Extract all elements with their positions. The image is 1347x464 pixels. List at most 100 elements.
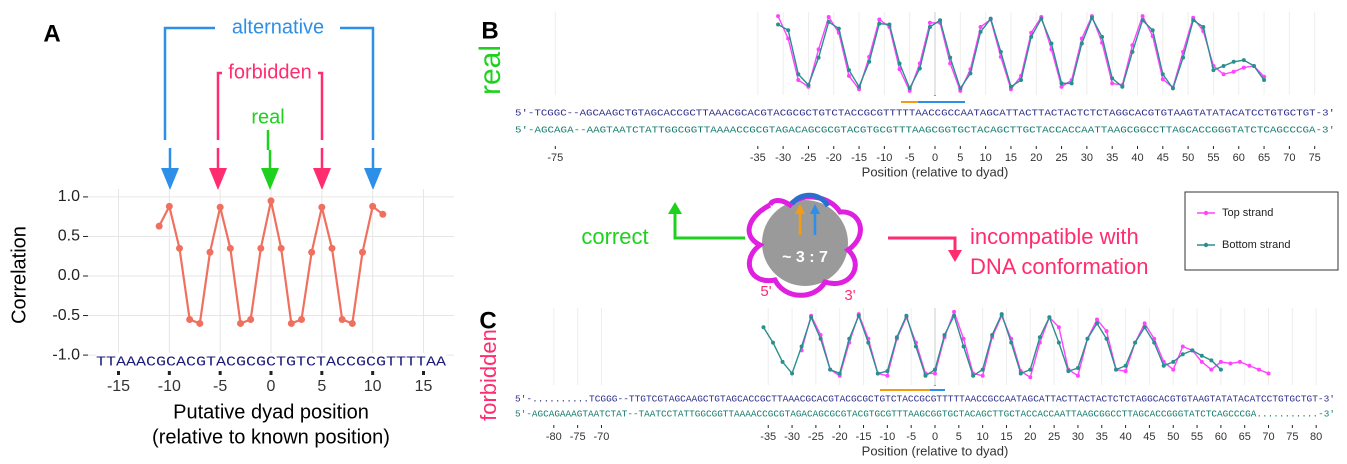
x-tick-label: 75 <box>1309 152 1321 164</box>
annotation-arrows <box>163 26 375 170</box>
data-point <box>1066 369 1071 374</box>
x-tick-label: -5 <box>905 152 915 164</box>
data-point <box>857 84 862 89</box>
data-point <box>1110 76 1115 81</box>
data-point <box>1160 77 1165 82</box>
data-point <box>885 373 890 378</box>
x-tick-label: 10 <box>980 152 992 164</box>
x-tick-label: 40 <box>1131 152 1143 164</box>
legend-label: Bottom strand <box>1222 239 1290 251</box>
y-tick-label: 0.5 <box>58 228 80 245</box>
data-point <box>1095 321 1099 326</box>
x-tick-label: 55 <box>1191 431 1203 443</box>
arrow-head <box>161 168 179 190</box>
data-point <box>1160 72 1165 77</box>
data-point <box>796 78 801 83</box>
x-tick-label: 30 <box>1081 152 1093 164</box>
data-point <box>796 72 801 77</box>
x-tick-label: 0 <box>932 152 938 164</box>
y-tick-label: -0.5 <box>52 307 80 324</box>
data-point <box>1201 24 1206 29</box>
ratio-label: ~ 3 : 7 <box>782 249 828 266</box>
arrow-heads <box>161 168 382 190</box>
histone <box>762 200 848 286</box>
x-tick-label: -25 <box>800 152 816 164</box>
data-point <box>1037 335 1042 340</box>
side-label: real <box>474 45 507 95</box>
legend-swatch <box>1203 242 1209 248</box>
data-point <box>1089 15 1094 20</box>
data-point <box>1019 78 1024 83</box>
panel-label: A <box>43 20 60 47</box>
x-tick-label: 0 <box>932 431 938 443</box>
x-tick-label: 55 <box>1207 152 1219 164</box>
annotation: real <box>251 106 284 128</box>
x-tick-label: -70 <box>594 431 610 443</box>
annotation: forbidden <box>228 61 311 83</box>
sequence: 5'-AGCAGAAAGTAATCTAT--TAATCCTATTGGCGGTTA… <box>515 409 1335 419</box>
data-point <box>877 21 882 26</box>
data-point <box>277 244 285 252</box>
data-point <box>308 248 316 256</box>
data-point <box>776 14 781 19</box>
data-point <box>780 359 785 364</box>
legend-swatch <box>1203 210 1209 216</box>
data-point <box>1231 69 1236 74</box>
x-tick-label: 65 <box>1258 152 1270 164</box>
data-point <box>856 313 861 318</box>
data-point <box>952 313 957 318</box>
arrow-head <box>313 168 331 190</box>
data-point <box>836 26 841 31</box>
data-point <box>1056 340 1061 345</box>
panel-label: B <box>481 17 498 44</box>
data-point <box>359 248 366 256</box>
data-point <box>1028 375 1033 380</box>
x-tick-label: 70 <box>1283 152 1295 164</box>
data-point <box>247 316 255 323</box>
data-point <box>348 319 356 327</box>
x-tick-label: -25 <box>808 431 824 443</box>
x-tick-label: 45 <box>1157 152 1169 164</box>
data-point <box>894 335 899 340</box>
arrow-head <box>261 168 279 190</box>
data-point <box>1049 41 1054 46</box>
data-point <box>1251 63 1256 68</box>
data-point <box>1190 348 1195 353</box>
x-tick-label: 75 <box>1286 431 1298 443</box>
x-tick-label: 5 <box>956 431 962 443</box>
x-tick-label: -75 <box>547 152 563 164</box>
data-point <box>806 83 811 88</box>
bracket <box>216 71 324 140</box>
arrow-head <box>364 168 382 190</box>
data-point <box>1221 63 1226 68</box>
data-point <box>771 340 775 345</box>
data-point <box>907 86 912 91</box>
data-point <box>1085 336 1090 341</box>
data-point <box>1199 359 1204 364</box>
data-point <box>186 316 194 323</box>
sequence-band <box>96 353 446 371</box>
data-point <box>1209 367 1214 372</box>
x-axis-title: Putative dyad position <box>173 401 369 423</box>
x-tick-label: 20 <box>1024 431 1036 443</box>
x-tick-label: -10 <box>879 431 895 443</box>
x-tick-label: -35 <box>760 431 776 443</box>
data-point <box>216 203 224 211</box>
data-point <box>897 67 902 72</box>
x-tick-label: 80 <box>1310 431 1322 443</box>
data-point <box>942 332 947 337</box>
data-point <box>978 24 983 29</box>
data-point <box>816 47 821 52</box>
data-point <box>1262 78 1267 83</box>
arrow-head <box>810 204 820 214</box>
x-tick-label: 5 <box>957 152 963 164</box>
data-point <box>1266 371 1271 376</box>
x-tick-label: 70 <box>1262 431 1274 443</box>
data-point <box>776 22 781 27</box>
x-tick-label: 5 <box>317 378 326 395</box>
data-point <box>226 244 234 252</box>
data-point <box>287 319 295 327</box>
data-point <box>267 197 275 205</box>
arrow-head <box>209 168 227 190</box>
sequence: 5'-..........TCGGG--TTGTCGTAGCAAGCTGTAGC… <box>515 394 1335 404</box>
